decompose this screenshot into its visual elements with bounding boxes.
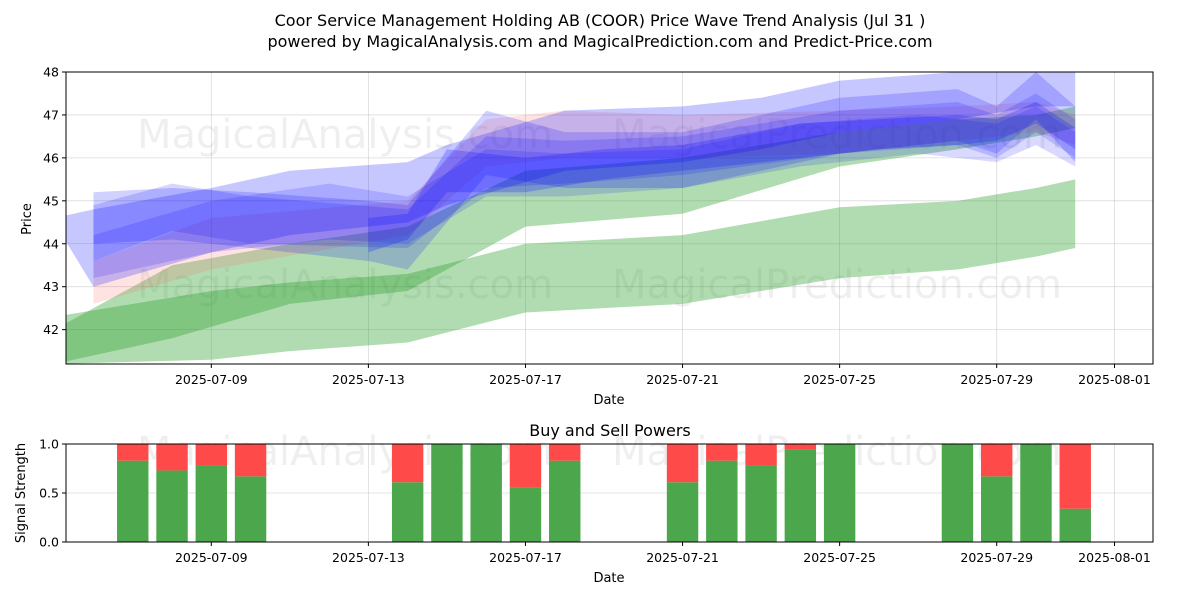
buy-bar bbox=[117, 460, 149, 542]
buy-bar bbox=[1059, 508, 1091, 542]
band-blue-wave-3 bbox=[93, 93, 1076, 261]
band-green-band-low bbox=[66, 179, 1076, 364]
band-blue-wave-1 bbox=[66, 72, 1076, 287]
bottom-x-tick-label: 2025-07-25 bbox=[803, 550, 876, 565]
sell-bar bbox=[549, 444, 581, 461]
band-blue-wave-4 bbox=[93, 106, 1076, 279]
buy-bar bbox=[195, 465, 228, 542]
top-x-tick-label: 2025-07-17 bbox=[489, 372, 562, 387]
buy-sell-bars bbox=[117, 444, 1091, 542]
top-y-tick-label: 43 bbox=[43, 279, 59, 294]
buy-bar bbox=[470, 444, 502, 542]
top-x-tick-label: 2025-07-21 bbox=[646, 372, 719, 387]
top-x-tick-label: 2025-08-01 bbox=[1078, 372, 1151, 387]
bottom-x-tick-label: 2025-08-01 bbox=[1078, 550, 1151, 565]
top-x-tick-label: 2025-07-09 bbox=[175, 372, 248, 387]
buy-bar bbox=[391, 482, 424, 542]
sell-bar bbox=[706, 444, 738, 461]
sell-bar bbox=[1059, 444, 1091, 509]
top-y-tick-label: 47 bbox=[43, 107, 59, 122]
bottom-x-tick-label: 2025-07-17 bbox=[489, 550, 562, 565]
top-y-axis-label: Price bbox=[20, 203, 35, 235]
bottom-y-tick-label: 0.0 bbox=[39, 535, 59, 550]
watermark-text: MagicalPrediction.com bbox=[612, 112, 1062, 158]
buy-bar bbox=[156, 470, 188, 542]
top-x-axis-label: Date bbox=[593, 393, 624, 408]
sell-bar bbox=[745, 444, 777, 466]
sell-bar bbox=[117, 444, 149, 461]
sell-bar bbox=[195, 444, 228, 466]
price-wave-plot: MagicalAnalysis.com MagicalPrediction.com… bbox=[43, 65, 1154, 387]
buy-bar bbox=[784, 449, 817, 542]
watermark-text: MagicalAnalysis.com bbox=[137, 112, 553, 158]
top-y-tick-label: 45 bbox=[43, 193, 59, 208]
buy-bar bbox=[823, 444, 856, 542]
band-red-wave bbox=[93, 102, 1076, 304]
buy-bar bbox=[234, 476, 267, 542]
band-blue-wave-5 bbox=[368, 102, 1076, 253]
buy-bar bbox=[706, 460, 738, 542]
sell-bar bbox=[980, 444, 1013, 477]
top-y-tick-label: 42 bbox=[43, 322, 59, 337]
buy-sell-chart-title: Buy and Sell Powers bbox=[529, 421, 691, 440]
sell-bar bbox=[666, 444, 699, 483]
watermark-text: MagicalAnalysis.com bbox=[137, 262, 553, 308]
buy-bar bbox=[980, 476, 1013, 542]
main-chart-subtitle: powered by MagicalAnalysis.com and Magic… bbox=[267, 32, 932, 51]
sell-bar bbox=[784, 444, 817, 450]
sell-bar bbox=[234, 444, 267, 477]
sell-bar bbox=[509, 444, 542, 488]
band-green-band-high bbox=[66, 106, 1076, 362]
top-x-tick-label: 2025-07-25 bbox=[803, 372, 876, 387]
buy-sell-plot: MagicalAnalysis.comMagicalPrediction.com… bbox=[39, 429, 1154, 565]
bottom-x-tick-label: 2025-07-13 bbox=[332, 550, 405, 565]
buy-bar bbox=[1020, 444, 1052, 542]
sell-bar bbox=[156, 444, 188, 471]
buy-bar bbox=[666, 482, 699, 542]
top-y-tick-label: 44 bbox=[43, 236, 59, 251]
bottom-x-tick-label: 2025-07-29 bbox=[960, 550, 1033, 565]
top-watermarks: MagicalAnalysis.com MagicalPrediction.com… bbox=[137, 112, 1062, 308]
top-y-tick-label: 46 bbox=[43, 150, 59, 165]
buy-bar bbox=[549, 460, 581, 542]
buy-bar bbox=[745, 465, 777, 542]
bottom-x-axis-label: Date bbox=[593, 571, 624, 586]
buy-bar bbox=[941, 444, 974, 542]
top-y-tick-label: 48 bbox=[43, 65, 59, 80]
top-x-tick-label: 2025-07-29 bbox=[960, 372, 1033, 387]
price-bands bbox=[66, 72, 1076, 364]
main-chart-title: Coor Service Management Holding AB (COOR… bbox=[275, 11, 926, 30]
buy-bar bbox=[431, 444, 463, 542]
bottom-y-tick-label: 0.5 bbox=[39, 486, 59, 501]
top-plot-frame bbox=[65, 71, 1154, 365]
watermark-text: MagicalPrediction.com bbox=[612, 262, 1062, 308]
band-blue-wave-2 bbox=[93, 72, 1076, 270]
top-x-tick-label: 2025-07-13 bbox=[332, 372, 405, 387]
bottom-x-tick-label: 2025-07-09 bbox=[175, 550, 248, 565]
buy-bar bbox=[509, 487, 542, 542]
bottom-y-axis-label: Signal Strength bbox=[14, 443, 29, 543]
sell-bar bbox=[391, 444, 424, 483]
bottom-y-tick-label: 1.0 bbox=[39, 437, 59, 452]
bottom-x-tick-label: 2025-07-21 bbox=[646, 550, 719, 565]
